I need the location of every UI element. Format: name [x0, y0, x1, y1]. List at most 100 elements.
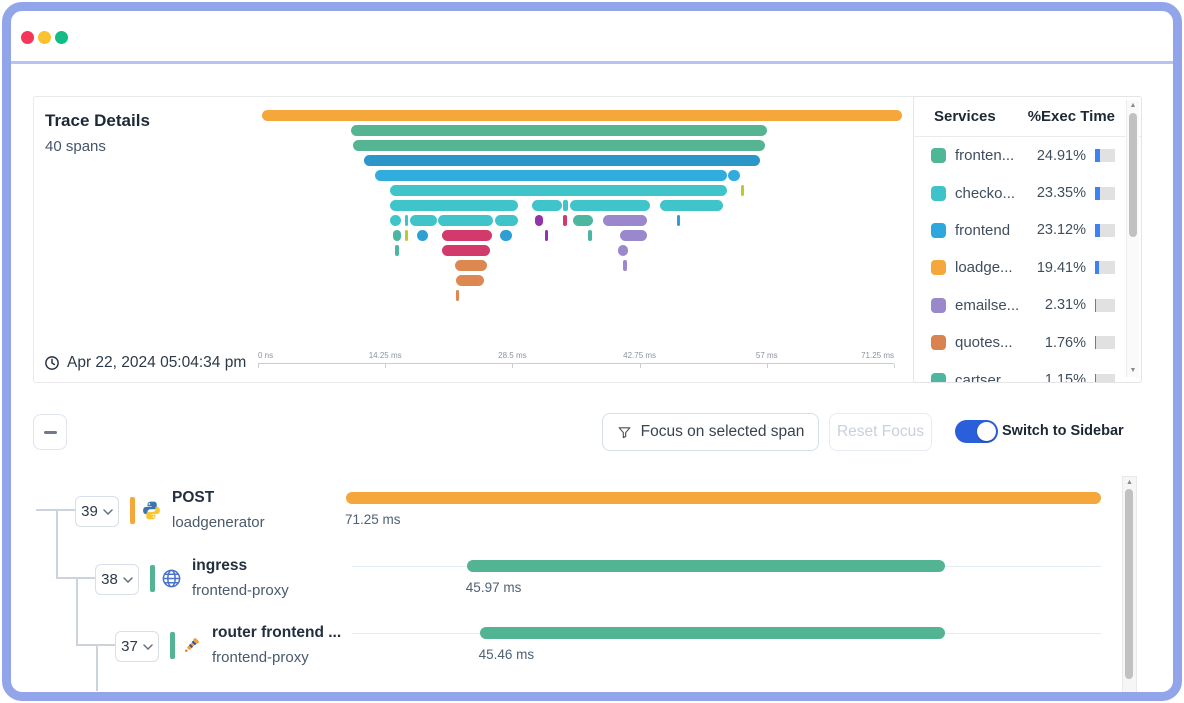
span-duration-bar[interactable] [346, 492, 1101, 504]
flamegraph-span[interactable] [495, 215, 518, 226]
service-name: frontend [955, 221, 1011, 239]
service-row[interactable]: fronten... 24.91% [914, 137, 1141, 174]
flamegraph-span[interactable] [394, 245, 399, 256]
flamegraph-span[interactable] [623, 260, 628, 271]
flamegraph-span[interactable] [405, 230, 408, 241]
span-collapse-button[interactable]: 39 [75, 496, 119, 527]
exec-time-progress-bar [1095, 373, 1115, 382]
service-exec-time: 19.41% [1036, 259, 1086, 276]
service-row[interactable]: emailse... 2.31% [914, 287, 1141, 324]
scroll-down-icon[interactable]: ▼ [1129, 367, 1137, 374]
service-row[interactable]: cartser... 1.15% [914, 361, 1141, 383]
scroll-up-icon[interactable]: ▲ [1126, 479, 1133, 486]
minimize-button[interactable] [38, 31, 51, 44]
services-panel: Services %Exec Time fronten... 24.91% chec… [913, 96, 1142, 383]
service-accent-bar [170, 632, 175, 659]
flamegraph-span[interactable] [456, 275, 484, 286]
service-exec-time: 24.91% [1036, 147, 1086, 164]
maximize-button[interactable] [55, 31, 68, 44]
service-name: fronten... [955, 147, 1015, 165]
flamegraph-span[interactable] [500, 230, 512, 241]
flamegraph-span[interactable] [442, 230, 492, 241]
flamegraph-span[interactable] [390, 215, 401, 226]
service-exec-time: 1.15% [1044, 372, 1086, 383]
flamegraph-span[interactable] [570, 200, 651, 211]
flamegraph-span[interactable] [405, 215, 408, 226]
chevron-down-icon [123, 576, 133, 583]
service-color-swatch [931, 335, 946, 351]
reset-focus-button[interactable]: Reset Focus [829, 413, 932, 451]
span-name[interactable]: POST [172, 489, 215, 506]
span-duration-bar[interactable] [466, 560, 945, 572]
span-child-count: 39 [81, 503, 98, 520]
clock-icon [44, 355, 60, 371]
axis-tick-label: 14.25 ms [368, 351, 402, 360]
scroll-up-icon[interactable]: ▲ [1129, 102, 1137, 109]
services-scrollbar[interactable]: ▲ ▼ [1126, 100, 1139, 377]
axis-tick-label: 71.25 ms [861, 351, 894, 360]
flamegraph-span[interactable] [416, 230, 428, 241]
close-button[interactable] [21, 31, 34, 44]
toggle-knob [977, 422, 996, 441]
globe-icon [161, 568, 182, 589]
flamegraph-span[interactable] [740, 185, 744, 196]
flamegraph-span[interactable] [617, 245, 628, 256]
service-row[interactable]: checko... 23.35% [914, 174, 1141, 211]
tree-connector [76, 577, 78, 645]
collapse-all-button[interactable] [33, 414, 67, 450]
service-accent-bar [130, 497, 135, 524]
flamegraph-span[interactable] [262, 110, 902, 121]
span-duration-label: 71.25 ms [345, 512, 401, 527]
flamegraph-span[interactable] [728, 170, 740, 181]
exec-time-progress-bar [1095, 261, 1115, 275]
flamegraph-span[interactable] [352, 140, 765, 151]
service-row[interactable]: loadge... 19.41% [914, 249, 1141, 286]
span-service-name: frontend-proxy [212, 649, 309, 666]
span-duration-label: 45.97 ms [465, 580, 522, 595]
flamegraph-span[interactable] [390, 185, 728, 196]
axis-tick-label: 42.75 ms [623, 351, 657, 360]
span-list-scrollbar[interactable]: ▲ [1122, 476, 1137, 693]
flamegraph-span[interactable] [563, 215, 567, 226]
flamegraph-span[interactable] [410, 215, 437, 226]
chevron-down-icon [103, 508, 113, 515]
service-name: cartser... [955, 371, 1013, 383]
flamegraph-span[interactable] [456, 290, 460, 301]
flamegraph-span[interactable] [660, 200, 723, 211]
service-row[interactable]: quotes... 1.76% [914, 324, 1141, 361]
titlebar-divider [11, 61, 1173, 64]
focus-span-label: Focus on selected span [640, 423, 805, 440]
flamegraph-span[interactable] [364, 155, 760, 166]
flamegraph-span[interactable] [572, 215, 593, 226]
span-name[interactable]: ingress [192, 557, 248, 574]
span-duration-label: 45.46 ms [478, 647, 535, 662]
flamegraph-span[interactable] [534, 215, 543, 226]
flamegraph-span[interactable] [442, 245, 490, 256]
flamegraph-span[interactable] [563, 200, 569, 211]
span-collapse-button[interactable]: 37 [115, 631, 159, 662]
flamegraph-span[interactable] [587, 230, 592, 241]
span-list-scroll-thumb[interactable] [1124, 489, 1133, 679]
flamegraph-span[interactable] [392, 230, 401, 241]
flamegraph-span[interactable] [532, 200, 562, 211]
flamegraph-span[interactable] [351, 125, 767, 136]
service-row[interactable]: frontend 23.12% [914, 212, 1141, 249]
span-name[interactable]: router frontend ... [212, 624, 342, 641]
flamegraph-span[interactable] [619, 230, 647, 241]
exec-time-progress-bar [1095, 298, 1115, 312]
span-collapse-button[interactable]: 38 [95, 564, 139, 595]
flamegraph-span[interactable] [676, 215, 680, 226]
trace-flamegraph[interactable] [262, 110, 902, 310]
flamegraph-span[interactable] [454, 260, 487, 271]
span-duration-bar[interactable] [479, 627, 945, 639]
switch-to-sidebar-toggle[interactable] [955, 420, 998, 443]
service-exec-time: 23.35% [1036, 185, 1086, 202]
services-scroll-thumb[interactable] [1129, 113, 1137, 237]
flamegraph-span[interactable] [602, 215, 647, 226]
exec-time-progress-bar [1095, 223, 1115, 237]
focus-span-button[interactable]: Focus on selected span [602, 413, 819, 451]
flamegraph-span[interactable] [374, 170, 727, 181]
flamegraph-span[interactable] [544, 230, 548, 241]
flamegraph-span[interactable] [437, 215, 493, 226]
flamegraph-span[interactable] [390, 200, 518, 211]
